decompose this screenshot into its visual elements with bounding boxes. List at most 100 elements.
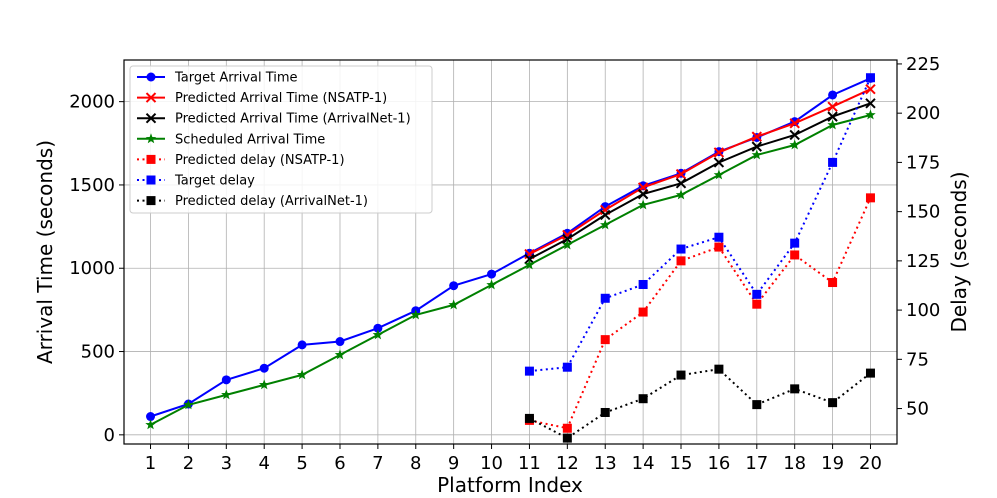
data-point bbox=[828, 398, 838, 408]
data-point bbox=[827, 111, 838, 122]
x-tick-label: 4 bbox=[258, 453, 269, 474]
legend-label: Predicted delay (ArrivalNet-1) bbox=[175, 194, 368, 209]
data-point bbox=[221, 389, 232, 400]
marker-stroke bbox=[713, 157, 725, 168]
data-point bbox=[713, 157, 725, 168]
data-point bbox=[637, 199, 649, 210]
y-right-tick-label: 225 bbox=[906, 54, 940, 75]
marker-stroke bbox=[145, 112, 157, 124]
marker-stroke bbox=[562, 233, 573, 245]
data-point bbox=[562, 233, 573, 245]
data-point bbox=[827, 101, 838, 112]
legend-entry: Target Arrival Time bbox=[137, 71, 298, 86]
x-tick-label: 11 bbox=[518, 453, 541, 474]
data-point bbox=[713, 169, 725, 180]
data-point bbox=[828, 90, 838, 100]
marker-stroke bbox=[751, 141, 763, 152]
data-point bbox=[183, 399, 194, 410]
data-point bbox=[713, 147, 725, 158]
data-point bbox=[562, 239, 573, 250]
data-point bbox=[714, 242, 724, 252]
x-tick-label: 12 bbox=[556, 453, 579, 474]
data-point bbox=[675, 168, 687, 180]
legend-label: Scheduled Arrival Time bbox=[175, 132, 325, 147]
marker-stroke bbox=[713, 147, 725, 158]
legend-marker bbox=[145, 133, 157, 144]
data-point bbox=[714, 232, 724, 242]
data-point bbox=[676, 370, 686, 380]
data-point bbox=[600, 209, 611, 221]
marker-stroke bbox=[789, 118, 800, 129]
x-tick-label: 14 bbox=[632, 453, 655, 474]
data-point bbox=[562, 433, 572, 443]
series-target-delay bbox=[524, 73, 875, 376]
data-point bbox=[675, 189, 687, 200]
data-point bbox=[751, 131, 763, 142]
series-line bbox=[528, 88, 871, 255]
data-point bbox=[334, 349, 346, 360]
x-tick-label: 13 bbox=[594, 453, 617, 474]
series-layer bbox=[145, 73, 876, 443]
plot-frame bbox=[123, 59, 898, 445]
data-point bbox=[638, 279, 648, 289]
data-point bbox=[600, 407, 610, 417]
y-left-tick-label: 1500 bbox=[69, 175, 115, 196]
series-line bbox=[529, 197, 872, 430]
y-right-tick-label: 75 bbox=[906, 349, 929, 370]
legend-entry: Predicted delay (ArrivalNet-1) bbox=[137, 194, 368, 209]
legend-label: Predicted delay (NSATP-1) bbox=[175, 153, 345, 168]
legend-label: Predicted Arrival Time (NSATP-1) bbox=[175, 91, 387, 106]
data-point bbox=[752, 400, 762, 410]
data-point bbox=[827, 119, 838, 130]
marker-stroke bbox=[751, 131, 763, 142]
data-point bbox=[259, 363, 269, 373]
x-tick-label: 10 bbox=[480, 453, 503, 474]
x-tick-label: 3 bbox=[221, 453, 232, 474]
data-point bbox=[675, 178, 687, 189]
data-point bbox=[714, 364, 724, 374]
data-point bbox=[297, 340, 307, 350]
legend-marker bbox=[145, 112, 157, 124]
y-right-tick-label: 150 bbox=[906, 202, 940, 223]
y-left-tick-label: 2000 bbox=[69, 92, 115, 113]
x-tick-label: 1 bbox=[145, 453, 156, 474]
data-point bbox=[865, 368, 875, 378]
marker-stroke bbox=[145, 92, 157, 103]
y-left-tick-label: 0 bbox=[104, 425, 115, 446]
data-point bbox=[600, 219, 611, 230]
data-point bbox=[752, 299, 762, 309]
x-tick-label: 17 bbox=[745, 453, 768, 474]
y-right-tick-label: 125 bbox=[906, 251, 940, 272]
y-right-tick-label: 175 bbox=[906, 152, 940, 173]
data-point bbox=[790, 384, 800, 394]
marker-stroke bbox=[637, 188, 649, 200]
data-point bbox=[145, 419, 156, 430]
marker-stroke bbox=[827, 111, 838, 122]
x-tick-label: 9 bbox=[448, 453, 459, 474]
data-point bbox=[790, 250, 800, 260]
data-point bbox=[865, 193, 875, 203]
data-point bbox=[449, 281, 459, 291]
data-point bbox=[372, 329, 384, 340]
data-point bbox=[562, 362, 572, 372]
legend-entry: Predicted Arrival Time (ArrivalNet-1) bbox=[137, 112, 411, 127]
data-point bbox=[637, 188, 649, 200]
x-tick-label: 19 bbox=[821, 453, 844, 474]
data-point bbox=[448, 299, 459, 310]
x-axis-title: Platform Index bbox=[437, 473, 583, 497]
data-point bbox=[410, 309, 421, 320]
y-left-tick-label: 500 bbox=[81, 342, 115, 363]
legend-box bbox=[129, 65, 433, 214]
data-point bbox=[865, 83, 876, 95]
x-tick-label: 7 bbox=[372, 453, 383, 474]
legend-marker bbox=[146, 196, 156, 206]
data-point bbox=[752, 289, 762, 299]
series-line bbox=[529, 77, 872, 373]
marker-stroke bbox=[675, 178, 687, 189]
data-point bbox=[790, 238, 800, 248]
y-left-tick-label: 1000 bbox=[69, 258, 115, 279]
data-point bbox=[600, 335, 610, 345]
legend-marker bbox=[146, 175, 156, 185]
data-point bbox=[751, 141, 763, 152]
